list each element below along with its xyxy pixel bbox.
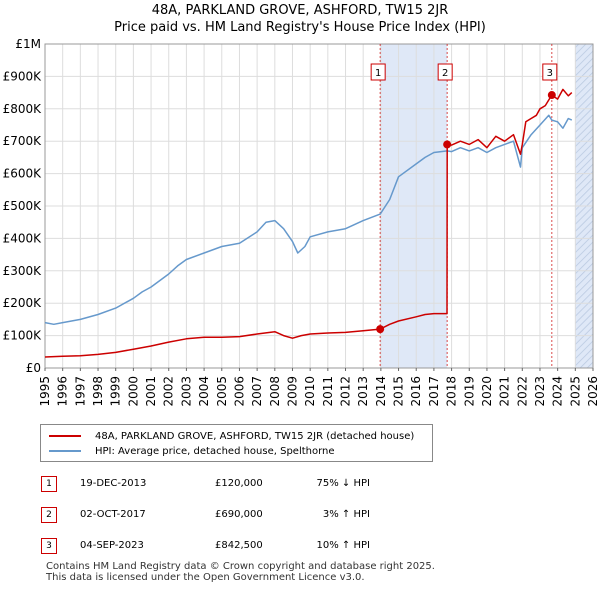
legend-label-hpi: HPI: Average price, detached house, Spel… [95,445,335,457]
x-tick-label: 2020 [480,376,494,407]
sale-point [376,325,385,334]
footer-copyright: Contains HM Land Registry data © Crown c… [46,561,435,572]
x-tick-label: 2018 [445,376,459,407]
y-tick-label: £1M [15,37,41,51]
x-tick-label: 2012 [339,376,353,407]
x-tick-label: 2013 [356,376,370,407]
x-tick-label: 1999 [109,376,123,407]
sale-marker-number: 1 [375,68,381,79]
y-tick-label: £600K [3,167,43,181]
x-tick-label: 2010 [303,376,317,407]
footer-licence: This data is licensed under the Open Gov… [46,572,365,583]
sale-marker-number: 3 [547,68,553,79]
property-price-line [44,88,573,358]
sale-hpi-change: 75% ↓ HPI [316,478,370,489]
y-tick-label: £400K [3,231,43,245]
plot-frame [44,43,594,369]
sale-price: £690,000 [215,509,263,520]
sale-point [547,91,556,100]
legend-line-property [49,435,81,437]
x-tick-label: 2011 [321,376,335,407]
x-tick-label: 2004 [197,376,211,407]
y-tick-label: £0 [26,361,41,375]
legend-item-property: 48A, PARKLAND GROVE, ASHFORD, TW15 2JR (… [49,428,414,444]
sale-point [443,140,452,149]
x-tick-label: 1996 [56,376,70,407]
y-tick-label: £300K [3,264,43,278]
hpi-line [44,114,573,326]
chart-subtitle: Price paid vs. HM Land Registry's House … [114,20,486,35]
x-tick-label: 2022 [515,376,529,407]
x-tick-label: 2001 [144,376,158,407]
x-tick-label: 2024 [551,376,565,407]
sale-number-badge: 2 [41,507,57,523]
x-tick-label: 2026 [586,376,600,407]
y-tick-label: £900K [3,69,43,83]
chart-title: 48A, PARKLAND GROVE, ASHFORD, TW15 2JR [151,3,449,18]
x-tick-label: 2000 [126,376,140,407]
sale-price: £842,500 [215,540,263,551]
x-tick-label: 2014 [374,376,388,407]
y-tick-label: £800K [3,102,43,116]
x-tick-label: 2009 [285,376,299,407]
sale-date: 04-SEP-2023 [80,540,144,551]
x-tick-label: 1997 [73,376,87,407]
footer: Contains HM Land Registry data © Crown c… [46,561,435,583]
x-tick-label: 2006 [232,376,246,407]
sale-row: 2 02-OCT-2017 £690,000 3% ↑ HPI [0,507,600,527]
y-tick-label: £700K [3,134,43,148]
x-tick-label: 2023 [533,376,547,407]
legend-line-hpi [49,450,81,452]
x-tick-label: 2025 [568,376,582,407]
x-tick-label: 1995 [38,376,52,407]
price-chart: £0 £100K £200K £300K £400K £500K £600K £700K £80… [3,37,600,407]
y-tick-label: £200K [3,296,43,310]
sale-marker-box [542,63,558,81]
x-tick-label: 1998 [91,376,105,407]
x-tick-label: 2017 [427,376,441,407]
x-tick-label: 2007 [250,376,264,407]
sale-marker-box [370,63,386,81]
sale-marker-number: 2 [442,68,448,79]
y-tick-label: £500K [3,199,43,213]
x-tick-label: 2002 [162,376,176,407]
x-tick-label: 2015 [392,376,406,407]
legend-item-hpi: HPI: Average price, detached house, Spel… [49,443,335,459]
x-tick-label: 2019 [462,376,476,407]
sale-hpi-change: 10% ↑ HPI [316,540,370,551]
sale-date: 19-DEC-2013 [80,478,147,489]
sale-row: 1 19-DEC-2013 £120,000 75% ↓ HPI [0,476,600,496]
sale-number-badge: 1 [41,476,57,492]
x-tick-label: 2003 [179,376,193,407]
sale-marker-label: 2 [437,63,453,81]
sale-marker-box [437,63,453,81]
sale-marker-label: 3 [542,63,558,81]
sale-price: £120,000 [215,478,263,489]
x-tick-label: 2016 [409,376,423,407]
y-tick-label: £100K [3,329,43,343]
x-tick-label: 2005 [215,376,229,407]
x-tick-label: 2008 [268,376,282,407]
legend-label-property: 48A, PARKLAND GROVE, ASHFORD, TW15 2JR (… [95,430,415,442]
sale-row: 3 04-SEP-2023 £842,500 10% ↑ HPI [0,538,600,558]
sale-hpi-change: 3% ↑ HPI [322,509,370,520]
sale-marker-label: 1 [370,63,386,81]
legend: 48A, PARKLAND GROVE, ASHFORD, TW15 2JR (… [40,424,433,462]
x-tick-label: 2021 [498,376,512,407]
sale-date: 02-OCT-2017 [80,509,146,520]
sale-number-badge: 3 [41,538,57,554]
